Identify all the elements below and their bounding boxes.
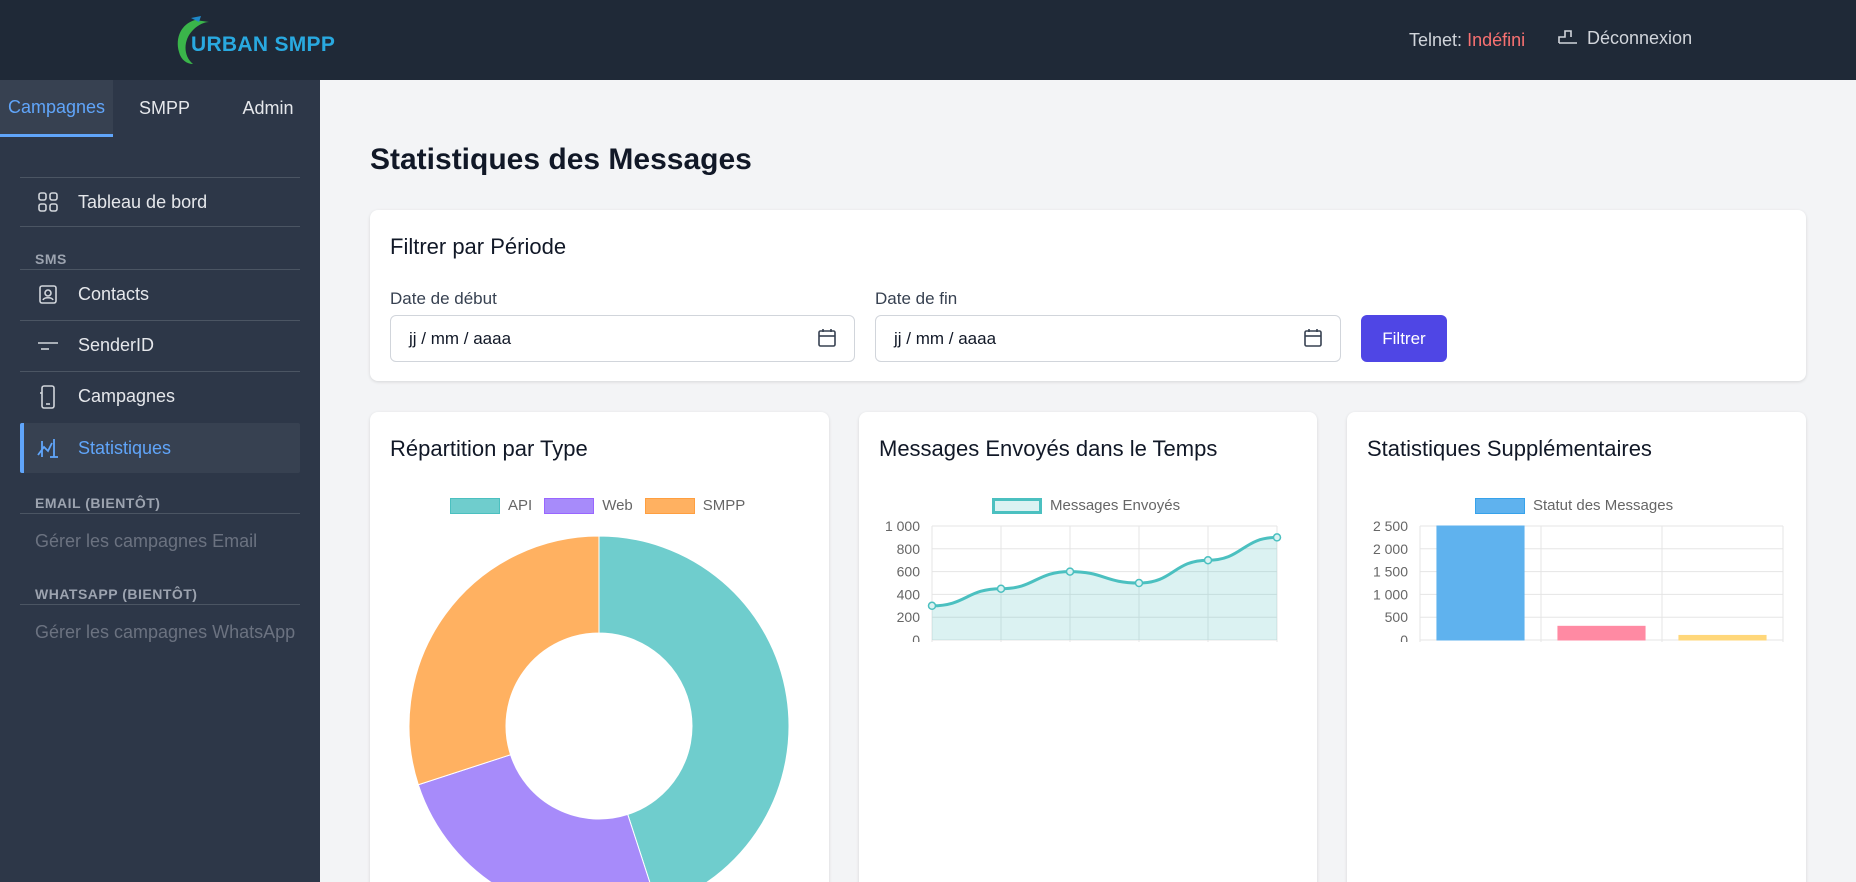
sidebar-item-label: SenderID	[78, 335, 155, 355]
section-email: EMAIL (BIENTÔT)	[35, 495, 161, 511]
y-tick-label: 800	[897, 541, 921, 557]
extra-stats-card: Statistiques Supplémentaires Statut des …	[1347, 412, 1806, 882]
bar-legend: Statut des Messages	[1475, 497, 1673, 514]
y-tick-label: 0	[1400, 632, 1408, 642]
y-tick-label: 600	[897, 564, 921, 580]
sidebar-item-contacts[interactable]: Contacts	[20, 269, 300, 319]
y-tick-label: 2 000	[1373, 541, 1408, 557]
data-point	[996, 584, 1006, 593]
y-tick-label: 0	[912, 632, 920, 642]
y-tick-label: 500	[1385, 609, 1409, 625]
type-doughnut-chart	[408, 535, 790, 882]
time-card-title: Messages Envoyés dans le Temps	[879, 436, 1218, 461]
end-date-value: jj / mm / aaaa	[894, 328, 997, 348]
filter-title: Filtrer par Période	[390, 234, 567, 259]
sender-id-icon	[36, 334, 60, 358]
sidebar-item-statistiques[interactable]: Statistiques	[20, 423, 300, 473]
sidebar: Campagnes SMPP Admin Tableau de bord SMS…	[0, 80, 320, 882]
bar-2	[1678, 634, 1767, 641]
tab-campagnes[interactable]: Campagnes	[0, 80, 113, 137]
filter-button[interactable]: Filtrer	[1361, 315, 1447, 362]
logout-icon	[1558, 29, 1577, 44]
messages-time-card: Messages Envoyés dans le Temps Messages …	[859, 412, 1317, 882]
legend-label-status: Statut des Messages	[1533, 497, 1674, 514]
data-point	[1203, 555, 1213, 565]
data-point	[1134, 578, 1144, 588]
tab-smpp[interactable]: SMPP	[138, 98, 190, 118]
section-divider	[20, 604, 300, 605]
data-point	[1272, 533, 1282, 542]
legend-label-smpp: SMPP	[702, 497, 746, 514]
section-divider	[20, 513, 300, 514]
top-bar: URBAN SMPP Telnet: Indéfini Déconnexion	[0, 0, 1856, 80]
sidebar-item-senderid[interactable]: SenderID	[20, 320, 300, 370]
legend-label-api: API	[508, 497, 533, 514]
calendar-icon[interactable]	[818, 328, 836, 348]
start-date-input[interactable]: jj / mm / aaaa	[390, 315, 855, 362]
doughnut-slice-smpp	[408, 535, 600, 786]
logout-button[interactable]: Déconnexion	[1557, 28, 1692, 49]
section-sms: SMS	[35, 251, 67, 267]
logo-text: URBAN SMPP	[191, 33, 336, 56]
calendar-icon[interactable]	[1304, 328, 1322, 348]
bar-1	[1557, 625, 1646, 641]
line-legend: Messages Envoyés	[992, 497, 1180, 514]
legend-label-messages: Messages Envoyés	[1050, 497, 1181, 514]
extra-card-title: Statistiques Supplémentaires	[1367, 436, 1652, 461]
sidebar-item-label: Statistiques	[78, 437, 172, 458]
stats-icon	[36, 436, 60, 460]
start-date-label: Date de début	[390, 289, 497, 308]
whatsapp-campaigns-link: Gérer les campagnes WhatsApp	[35, 622, 296, 642]
legend-swatch-messages	[992, 497, 1042, 514]
end-date-label: Date de fin	[875, 289, 958, 308]
telnet-status: Telnet: Indéfini	[1409, 30, 1525, 51]
series-line	[931, 535, 1278, 608]
mobile-icon	[36, 384, 60, 409]
sidebar-item-dashboard[interactable]: Tableau de bord	[20, 177, 300, 227]
doughnut-slice-web	[417, 754, 651, 882]
legend-swatch-api	[450, 497, 500, 514]
sidebar-tabs: Campagnes SMPP Admin	[0, 80, 320, 137]
end-date-input[interactable]: jj / mm / aaaa	[875, 315, 1341, 362]
grid-icon	[36, 190, 60, 214]
doughnut-slice-api	[598, 535, 790, 882]
type-distribution-card: Répartition par Type API Web SMPP	[370, 412, 829, 882]
telnet-label: Telnet:	[1409, 30, 1463, 50]
y-tick-label: 400	[897, 586, 921, 602]
legend-swatch-smpp	[644, 497, 695, 514]
start-date-value: jj / mm / aaaa	[409, 328, 512, 348]
contact-card-icon	[36, 283, 60, 307]
type-legend: API Web SMPP	[450, 497, 745, 514]
tab-admin[interactable]: Admin	[242, 98, 294, 118]
y-tick-label: 200	[897, 609, 921, 625]
line-area-fill	[932, 537, 1277, 640]
telnet-value: Indéfini	[1467, 30, 1526, 50]
logo-swoosh-icon	[177, 16, 209, 64]
y-tick-label: 2 500	[1373, 518, 1408, 534]
legend-swatch-status	[1475, 497, 1525, 514]
section-whatsapp: WHATSAPP (BIENTÔT)	[35, 586, 198, 602]
bar-0	[1436, 525, 1525, 641]
type-card-title: Répartition par Type	[390, 436, 588, 461]
logout-label: Déconnexion	[1587, 28, 1693, 48]
email-campaigns-link: Gérer les campagnes Email	[35, 531, 258, 551]
data-point	[927, 601, 937, 611]
sidebar-item-label: Contacts	[78, 284, 150, 304]
sidebar-item-label: Campagnes	[78, 386, 176, 406]
sidebar-item-campagnes[interactable]: Campagnes	[20, 371, 300, 421]
sidebar-item-label: Tableau de bord	[78, 191, 208, 212]
page-title: Statistiques des Messages	[370, 143, 752, 176]
legend-swatch-web	[544, 497, 595, 514]
data-point	[1065, 567, 1075, 576]
legend-label-web: Web	[602, 497, 633, 514]
y-tick-label: 1 500	[1373, 564, 1408, 580]
y-tick-label: 1 000	[885, 518, 920, 534]
y-tick-label: 1 000	[1373, 586, 1408, 602]
